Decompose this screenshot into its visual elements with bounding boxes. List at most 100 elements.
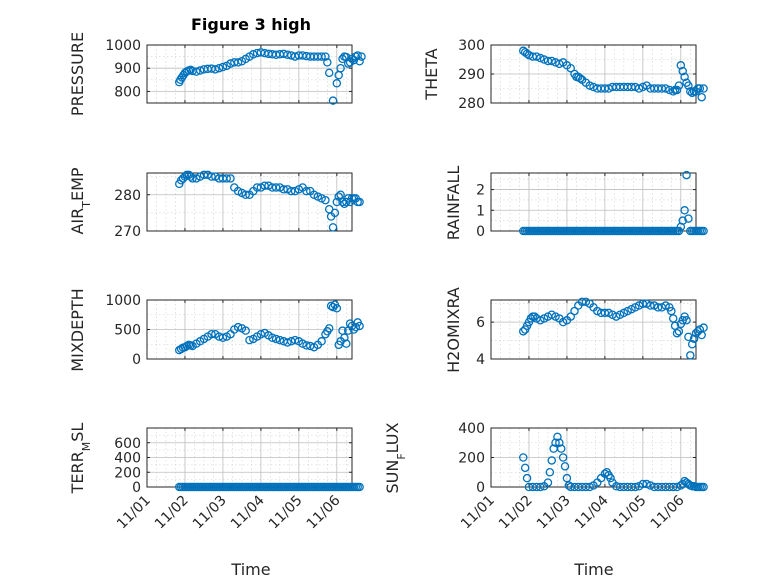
x-tick-label: 11/03 [190,493,230,533]
data-point [634,84,644,93]
y-tick-label: 1000 [105,293,141,309]
data-point [233,58,243,67]
data-point [342,339,351,348]
data-point [695,84,705,93]
data-point [674,81,684,90]
y-tick-label: 4 [476,352,485,368]
data-point [684,332,693,342]
ylabel-air-temp: AIRTEMP [68,167,93,234]
data-point [211,65,220,74]
x-tick-label: 11/06 [648,492,688,532]
y-tick-label: 400 [114,451,141,467]
data-point [638,299,648,308]
data-point [332,79,342,88]
y-tick-label: 1 [476,203,485,219]
series-theta [519,46,708,102]
y-tick-label: 800 [114,84,141,100]
data-point [682,316,691,325]
y-tick-label: 200 [114,465,141,481]
xlabel-time-left: Time [230,560,270,579]
data-point [283,338,292,347]
data-point [355,56,364,66]
data-point [336,63,345,73]
data-point [558,453,568,462]
panel-rainfall: 0 1 2 [476,170,708,240]
data-point [585,482,594,492]
data-point [600,308,610,318]
data-point [357,52,366,61]
data-point [330,208,340,218]
data-point [570,306,579,316]
panel-theta: 280 290 300 [458,38,708,112]
y-tick-label: 0 [132,352,141,368]
data-point [302,341,311,350]
data-point [543,478,553,487]
data-point [678,66,687,76]
data-point [317,52,326,61]
data-point [689,334,699,343]
x-tick-label: 11/04 [572,492,612,532]
data-point [355,482,364,492]
series-rainfall [519,170,708,236]
data-point [355,197,364,207]
data-point [353,51,362,60]
data-point [678,216,687,225]
y-tick-label: 900 [114,61,141,77]
axes-rainfall [490,172,697,232]
data-point [687,339,697,349]
data-point [686,351,695,360]
data-point [222,174,231,183]
data-point [218,62,228,72]
data-point [328,223,338,232]
data-point [275,335,285,345]
data-point [699,482,708,492]
data-point [532,52,541,61]
data-point [522,473,532,483]
data-point [699,323,708,332]
data-point [241,326,250,335]
series-h2omixra [519,297,708,360]
data-point [317,337,326,346]
ylabel-sun-flux: SUNFLUX [383,422,408,493]
xlabel-time-right: Time [573,560,613,579]
data-point [287,186,296,196]
data-point [290,335,300,345]
data-point [321,195,330,205]
x-tick-label: 11/05 [266,493,306,533]
y-tick-label: 500 [114,323,141,339]
data-point [566,312,575,321]
panel-h2omixra: 46 [476,297,708,368]
data-point [668,482,678,492]
y-tick-label: 0 [132,480,141,496]
x-tick-label: 11/02 [496,493,536,533]
axes-frame [490,44,697,104]
data-point [684,81,693,90]
data-point [519,453,528,462]
data-point [323,58,332,67]
data-point [600,469,610,478]
x-tick-label: 11/02 [152,493,192,533]
data-point [672,328,682,338]
data-point [182,341,192,351]
data-point [192,67,201,76]
data-point [699,226,708,236]
data-point [324,68,334,78]
data-point [564,481,574,490]
data-point [555,438,564,447]
data-point [226,174,235,183]
data-point [672,85,682,95]
series-pressure [175,48,366,105]
data-point [351,322,361,332]
data-point [186,65,195,75]
data-point [252,183,262,192]
data-point [245,335,254,345]
data-point [577,297,587,307]
data-point [668,87,678,96]
ylabel-rainfall: RAINFALL [444,166,463,241]
x-tick-label: 11/01 [458,493,498,533]
data-point [646,301,655,310]
data-point [188,174,197,183]
y-tick-label: 280 [114,188,141,204]
x-tick-label: 11/03 [534,493,574,533]
data-point [536,482,545,492]
